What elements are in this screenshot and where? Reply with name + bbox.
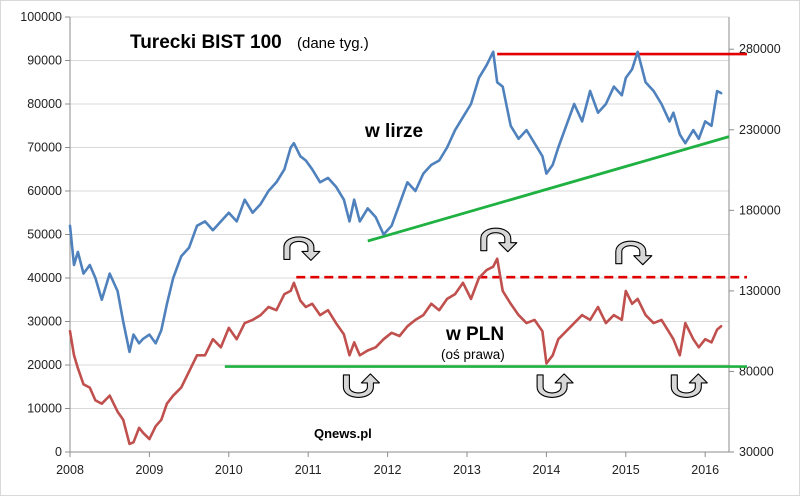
arrow-shape xyxy=(342,373,380,398)
tick-label-right: 130000 xyxy=(739,284,781,298)
tick-label-right: 280000 xyxy=(739,42,781,56)
tick-label-x: 2015 xyxy=(612,463,640,477)
chart-subtitle: (dane tyg.) xyxy=(297,35,369,52)
tick-label-x: 2008 xyxy=(56,463,84,477)
tick-label-left: 60000 xyxy=(27,184,62,198)
series-note-pln: (oś prawa) xyxy=(441,347,505,362)
tick-label-x: 2009 xyxy=(135,463,163,477)
arrow-down-turn xyxy=(480,227,518,253)
tick-label-right: 230000 xyxy=(739,123,781,137)
turn-arrows xyxy=(283,227,708,398)
arrow-up-turn xyxy=(670,373,708,398)
arrow-up-turn xyxy=(536,373,574,398)
trend-lines xyxy=(224,52,747,368)
axes: 0 10000 20000 30000 40000 50000 60000 70000 8000… xyxy=(20,10,780,477)
tick-label-right: 180000 xyxy=(739,203,781,217)
tick-label-x: 2014 xyxy=(532,463,560,477)
arrow-shape xyxy=(536,373,574,398)
series-line-lira xyxy=(68,50,723,354)
arrow-shape xyxy=(480,227,518,253)
tick-label-left: 40000 xyxy=(27,271,62,285)
arrow-shape xyxy=(283,236,321,261)
tick-label-x: 2013 xyxy=(453,463,481,477)
tick-label-left: 50000 xyxy=(27,228,62,242)
tick-label-left: 20000 xyxy=(27,358,62,372)
arrow-down-turn xyxy=(283,236,321,261)
tick-label-x: 2011 xyxy=(295,463,322,477)
tick-label-left: 90000 xyxy=(27,54,62,68)
tick-label-left: 70000 xyxy=(27,141,62,155)
support-green-trend xyxy=(367,135,730,243)
arrow-up-turn xyxy=(342,373,380,398)
tick-label-left: 10000 xyxy=(27,402,62,416)
arrow-down-turn xyxy=(615,240,653,266)
tick-label-left: 100000 xyxy=(20,10,62,24)
series-lines xyxy=(68,50,723,446)
arrow-shape xyxy=(615,240,653,266)
tick-label-x: 2016 xyxy=(691,463,719,477)
source-label: Qnews.pl xyxy=(314,426,372,441)
tick-label-left: 0 xyxy=(55,445,62,459)
tick-label-x: 2010 xyxy=(215,463,243,477)
tick-label-left: 30000 xyxy=(27,315,62,329)
arrow-shape xyxy=(670,373,708,398)
tick-label-left: 80000 xyxy=(27,97,62,111)
series-label-pln: w PLN xyxy=(445,324,504,345)
series-line-pln xyxy=(68,257,723,446)
chart-title: Turecki BIST 100 xyxy=(130,32,282,53)
tick-label-x: 2012 xyxy=(374,463,402,477)
tick-label-right: 80000 xyxy=(739,364,774,378)
series-label-lira: w lirze xyxy=(364,121,423,142)
tick-label-right: 30000 xyxy=(739,445,774,459)
